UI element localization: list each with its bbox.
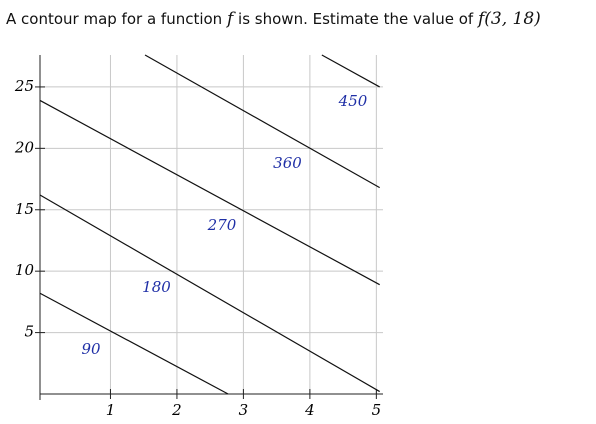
contour-line bbox=[39, 292, 229, 395]
x-tick-label: 4 bbox=[304, 401, 315, 419]
y-tick-label: 25 bbox=[14, 77, 34, 95]
contour-label: 180 bbox=[142, 278, 171, 296]
x-tick-label: 3 bbox=[239, 401, 249, 419]
x-tick-label: 2 bbox=[171, 401, 182, 419]
x-tick-label: 1 bbox=[106, 401, 116, 419]
contour-label: 450 bbox=[338, 92, 368, 110]
contour-line bbox=[39, 99, 380, 286]
contour-line bbox=[321, 54, 380, 88]
contour-line bbox=[144, 54, 380, 189]
question: A contour map for a function f is shown.… bbox=[6, 9, 541, 29]
contour-label: 90 bbox=[81, 340, 101, 358]
y-tick-label: 5 bbox=[24, 323, 34, 341]
y-tick-label: 20 bbox=[14, 138, 35, 156]
x-tick-label: 5 bbox=[372, 401, 382, 419]
y-tick-label: 10 bbox=[15, 261, 35, 279]
question-text: is shown. Estimate the value of bbox=[238, 10, 474, 28]
math: f(3, 18) bbox=[478, 9, 541, 29]
math: f bbox=[226, 9, 234, 29]
contour-label: 270 bbox=[207, 216, 237, 234]
y-tick-label: 15 bbox=[15, 200, 34, 218]
contour-label: 360 bbox=[273, 154, 302, 172]
contour-line bbox=[39, 194, 380, 393]
question-text: A contour map for a function bbox=[6, 10, 223, 28]
